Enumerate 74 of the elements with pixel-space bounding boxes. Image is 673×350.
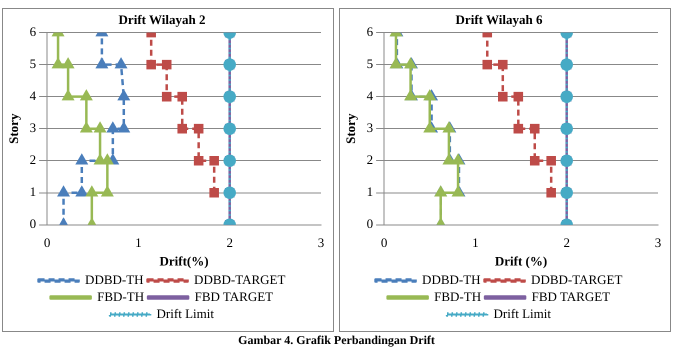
legend-label: DDBD-TH — [422, 272, 481, 287]
point — [62, 58, 74, 68]
y-tick-label: 4 — [30, 88, 37, 104]
x-tick-label: 1 — [135, 235, 142, 250]
point — [115, 58, 127, 68]
x-axis-title: Drift(%) — [160, 254, 209, 269]
y-tick-label: 1 — [366, 184, 374, 200]
chart-title: Drift Wilayah 2 — [118, 12, 206, 28]
point — [194, 156, 204, 166]
y-axis-title: Story — [6, 113, 22, 144]
x-tick-label: 3 — [654, 235, 662, 250]
legend-label: FBD TARGET — [532, 288, 610, 304]
text: Gambar 4. Grafik Perbandingan Drift — [237, 333, 436, 348]
point — [102, 186, 113, 197]
y-tick-label: 4 — [366, 88, 374, 104]
y-tick-label: 0 — [30, 216, 36, 232]
legend-label: DDBD-TARGET — [194, 272, 286, 287]
point — [424, 122, 436, 132]
x-tick-label: 0 — [44, 235, 50, 250]
y-tick-label: 2 — [366, 152, 374, 168]
point — [514, 92, 524, 102]
point — [94, 122, 106, 132]
point — [530, 124, 540, 134]
y-tick-label: 3 — [366, 120, 374, 136]
point — [194, 124, 204, 134]
x-tick-label: 1 — [472, 235, 479, 250]
legend-label: DDBD-TARGET — [531, 272, 623, 287]
y-axis-title: Story — [343, 113, 358, 144]
x-tick-label: 2 — [563, 235, 570, 250]
point — [546, 188, 556, 198]
y-tick-label: 3 — [30, 120, 36, 136]
point — [482, 60, 492, 70]
chart-title: Drift Wilayah 6 — [456, 12, 543, 28]
point — [96, 58, 108, 68]
x-tick-label: 3 — [318, 235, 324, 250]
y-tick-label: 5 — [30, 56, 36, 72]
point — [52, 58, 64, 68]
point — [58, 186, 70, 197]
point — [546, 156, 556, 166]
legend-label: FBD-TH — [97, 288, 144, 304]
legend-label: Drift Limit — [156, 306, 214, 321]
point — [177, 124, 188, 134]
point — [530, 156, 540, 166]
point — [424, 90, 436, 100]
point — [514, 124, 524, 134]
x-axis-title: Drift (%) — [494, 254, 548, 269]
point — [107, 122, 118, 132]
y-tick-label: 6 — [30, 24, 37, 40]
legend-label: Drift Limit — [494, 306, 552, 321]
y-tick-label: 0 — [366, 216, 374, 232]
x-tick-label: 2 — [226, 235, 233, 250]
legend-label: FBD TARGET — [194, 288, 274, 304]
point — [209, 156, 219, 166]
point — [118, 122, 130, 132]
y-tick-label: 1 — [30, 184, 36, 200]
point — [62, 90, 74, 100]
x-tick-label: 0 — [380, 235, 388, 250]
point — [162, 60, 172, 70]
point — [76, 154, 88, 164]
point — [76, 186, 88, 197]
point — [498, 60, 508, 70]
point — [80, 90, 92, 100]
point — [118, 90, 130, 100]
point — [146, 60, 156, 70]
point — [162, 92, 172, 102]
point — [80, 122, 92, 132]
point — [498, 92, 508, 102]
point — [86, 186, 98, 197]
y-tick-label: 5 — [366, 56, 374, 72]
legend-label: DDBD-TH — [85, 272, 144, 287]
y-tick-label: 2 — [30, 152, 36, 168]
y-tick-label: 6 — [366, 24, 374, 40]
point — [177, 92, 188, 102]
legend-label: FBD-TH — [434, 288, 482, 304]
